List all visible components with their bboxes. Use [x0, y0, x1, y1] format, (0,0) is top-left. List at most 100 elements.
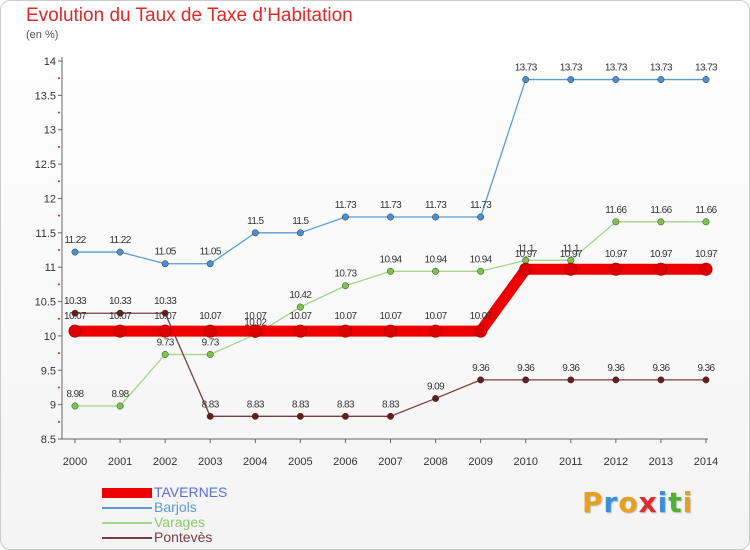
legend-label-ponteves: Pontevès [154, 529, 213, 545]
data-label-tavernes: 10.07 [199, 311, 222, 322]
x-tick-label: 2009 [468, 456, 492, 468]
brand-letter: x [638, 486, 658, 519]
data-label-ponteves: 8.83 [292, 399, 310, 410]
brand-letter: i [682, 486, 694, 519]
y-minor-tick [58, 214, 60, 217]
x-tick-label: 2008 [423, 456, 447, 468]
data-point-barjols [567, 76, 575, 84]
data-label-varages: 8.98 [112, 389, 130, 400]
x-tick-label: 2001 [108, 456, 132, 468]
data-label-tavernes: 10.07 [154, 311, 177, 322]
data-point-barjols [206, 260, 214, 268]
x-tick-label: 2004 [243, 456, 267, 468]
brand-logo: Proxiti [582, 486, 693, 519]
data-label-barjols: 11.73 [380, 200, 402, 211]
data-point-ponteves [432, 395, 440, 402]
brand-letter: P [582, 486, 604, 519]
data-label-tavernes: 10.07 [334, 311, 357, 322]
data-point-barjols [161, 260, 169, 268]
data-point-tavernes [68, 324, 82, 338]
data-point-tavernes [158, 324, 172, 338]
data-label-barjols: 13.73 [605, 63, 628, 74]
data-label-varages: 9.73 [202, 337, 220, 348]
data-label-tavernes: 10.07 [289, 311, 312, 322]
data-label-varages: 10.42 [289, 290, 312, 301]
data-point-tavernes [248, 324, 262, 338]
point-labels: 11.22 11.22 11.05 11.05 11.5 11.5 11.73 11.73 11… [64, 63, 719, 411]
y-tick-label: 9.5 [41, 365, 56, 377]
data-point-tavernes [609, 262, 623, 276]
data-point-ponteves [251, 412, 259, 420]
data-point-varages [71, 402, 79, 410]
data-point-ponteves [702, 376, 710, 384]
data-point-ponteves [71, 309, 79, 317]
x-tick-label: 2012 [604, 456, 628, 468]
x-tick-label: 2013 [649, 456, 673, 468]
data-point-varages [206, 351, 214, 358]
data-point-ponteves [116, 309, 124, 317]
data-point-varages [341, 282, 349, 290]
y-tick-label: 10 [44, 331, 56, 343]
data-point-varages [116, 402, 124, 410]
data-label-tavernes: 10.07 [109, 311, 132, 322]
y-minor-tick [58, 352, 60, 355]
data-label-ponteves: 8.83 [337, 399, 355, 410]
data-point-barjols [522, 76, 530, 84]
brand-letter: i [657, 486, 669, 519]
data-point-tavernes [429, 324, 443, 338]
x-tick-label: 2006 [333, 456, 357, 468]
data-label-barjols: 11.5 [247, 216, 264, 227]
data-label-tavernes: 10.07 [379, 311, 402, 322]
data-point-barjols [612, 76, 620, 84]
y-tick-label: 14 [44, 56, 56, 68]
data-label-varages: 10.94 [425, 254, 448, 265]
chart-axes: 8.5 9 9.5 10 10.5 11 11.5 12 12.5 13 13.5 14 2000 200… [35, 56, 719, 468]
y-minor-tick [58, 420, 60, 423]
data-label-ponteves: 9.36 [472, 363, 490, 374]
series-points [68, 76, 713, 420]
data-point-barjols [71, 248, 79, 256]
legend-swatch-varages [102, 522, 152, 524]
y-minor-tick [58, 180, 60, 183]
brand-letter: r [603, 486, 619, 519]
brand-letter: o [618, 486, 639, 519]
y-tick-label: 11.5 [35, 228, 56, 240]
y-minor-tick [58, 386, 60, 389]
data-point-varages [702, 218, 710, 226]
data-point-ponteves [612, 376, 620, 384]
data-label-ponteves: 9.36 [517, 363, 535, 374]
legend-swatch-barjols [102, 507, 152, 509]
data-label-tavernes: 10.07 [64, 311, 87, 322]
data-point-barjols [477, 213, 485, 221]
y-tick-label: 8.5 [41, 434, 56, 446]
data-point-tavernes [113, 324, 127, 338]
legend-swatch-tavernes [102, 488, 152, 498]
x-tick-label: 2011 [559, 456, 583, 468]
data-point-barjols [296, 229, 304, 237]
y-minor-tick [58, 111, 60, 114]
data-point-barjols [702, 76, 710, 84]
data-label-barjols: 11.5 [292, 216, 309, 227]
x-tick-label: 2003 [198, 456, 222, 468]
data-point-tavernes [564, 262, 578, 276]
data-point-tavernes [293, 324, 307, 338]
data-point-barjols [341, 213, 349, 221]
data-label-varages: 11.1 [518, 243, 535, 254]
data-label-ponteves: 8.83 [382, 399, 400, 410]
data-point-barjols [387, 213, 394, 221]
data-point-ponteves [522, 376, 530, 384]
data-label-ponteves: 8.83 [247, 399, 265, 410]
data-point-tavernes [203, 324, 217, 338]
x-tick-label: 2014 [694, 456, 718, 468]
data-label-varages: 10.94 [379, 254, 402, 265]
data-label-varages: 11.66 [650, 205, 672, 216]
data-point-varages [612, 218, 620, 226]
y-minor-tick [58, 77, 60, 80]
data-label-ponteves: 9.36 [652, 363, 670, 374]
data-point-barjols [116, 248, 124, 256]
data-point-varages [387, 267, 394, 275]
data-point-tavernes [699, 262, 713, 276]
data-point-tavernes [338, 324, 352, 338]
data-label-barjols: 13.73 [650, 63, 673, 74]
